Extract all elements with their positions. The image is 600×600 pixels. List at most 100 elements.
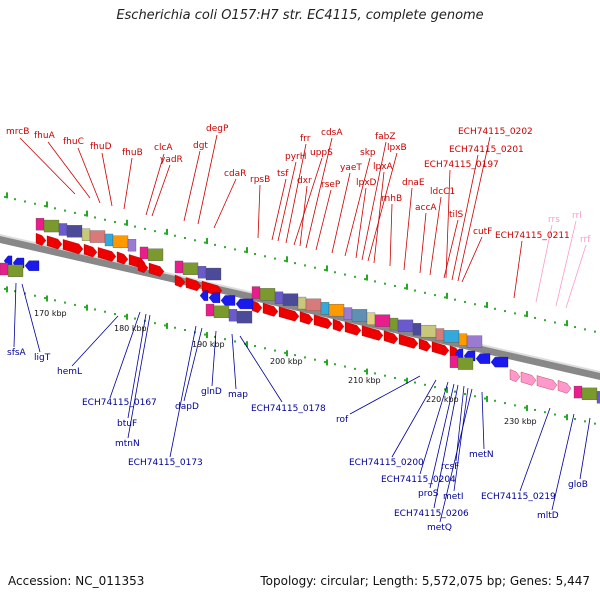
- guide-dot: [444, 296, 446, 299]
- gene-label[interactable]: ECH74115_0204: [381, 475, 456, 485]
- gene-label[interactable]: cdaR: [224, 169, 246, 179]
- gene-label[interactable]: cutF: [473, 227, 492, 237]
- gene-arrow: [431, 341, 450, 356]
- guide-dot: [594, 330, 596, 333]
- gene-label[interactable]: fhuC: [63, 137, 84, 147]
- gene-label[interactable]: ECH74115_0201: [449, 145, 524, 155]
- gene-label[interactable]: rnhB: [381, 194, 402, 204]
- rna-label[interactable]: rrf: [580, 235, 591, 245]
- gene-label[interactable]: frr: [300, 134, 311, 144]
- guide-dot: [434, 386, 436, 389]
- rna-label[interactable]: rrl: [572, 211, 582, 221]
- gene-label[interactable]: accA: [415, 203, 437, 213]
- gene-label[interactable]: ECH74115_0178: [251, 404, 326, 414]
- gene-label[interactable]: tsf: [277, 169, 289, 179]
- leader-line: [367, 152, 398, 262]
- gene-label[interactable]: fhuB: [122, 148, 143, 158]
- leader-line: [101, 152, 113, 207]
- gene-label[interactable]: lpxD: [356, 178, 377, 188]
- gene-label[interactable]: metQ: [427, 523, 452, 533]
- leader-line: [555, 220, 577, 307]
- gene-label[interactable]: rseP: [321, 180, 341, 190]
- gene-label[interactable]: ECH74115_0197: [424, 160, 499, 170]
- gene-label[interactable]: dxr: [297, 176, 312, 186]
- guide-dot: [354, 367, 356, 370]
- gene-label[interactable]: lpxB: [387, 143, 407, 153]
- gene-label[interactable]: uppS: [310, 148, 333, 158]
- gene-label[interactable]: ligT: [34, 353, 51, 363]
- leader-line: [433, 384, 459, 509]
- gene-label[interactable]: lpxA: [373, 162, 394, 172]
- gene-label[interactable]: ECH74115_0206: [394, 509, 469, 519]
- scale-tick-label: 170 kbp: [34, 309, 67, 318]
- gene-label[interactable]: yadR: [160, 155, 183, 165]
- gene-label[interactable]: ECH74115_0219: [481, 492, 556, 502]
- label-leader-lines: [13, 134, 591, 523]
- gene-label[interactable]: dnaE: [402, 178, 425, 188]
- gene-label[interactable]: ECH74115_0200: [349, 458, 424, 468]
- guide-dot: [494, 307, 496, 310]
- guide-dot: [134, 225, 136, 228]
- gene-label[interactable]: ECH74115_0167: [82, 398, 157, 408]
- gene-arrow: [83, 243, 98, 258]
- gene-label[interactable]: mtnN: [115, 439, 140, 449]
- guide-dot: [594, 422, 596, 425]
- gene-label[interactable]: rpsB: [250, 175, 270, 185]
- gene-box: [139, 246, 149, 260]
- guide-dot: [134, 317, 136, 320]
- guide-dot: [344, 273, 346, 276]
- guide-dot: [214, 243, 216, 246]
- gene-label[interactable]: mrcB: [6, 127, 29, 137]
- gene-label[interactable]: hemL: [57, 367, 82, 377]
- guide-dot: [404, 287, 406, 290]
- guide-dot: [564, 323, 566, 326]
- gene-label[interactable]: metI: [443, 492, 464, 502]
- rna-label[interactable]: rrs: [548, 215, 560, 225]
- guide-dot: [384, 374, 386, 377]
- scale-tick-label: 210 kbp: [348, 376, 381, 385]
- gene-label[interactable]: rof: [336, 415, 349, 425]
- guide-dot: [484, 305, 486, 308]
- gene-label[interactable]: dgt: [193, 141, 208, 151]
- gene-label[interactable]: dapD: [175, 402, 199, 412]
- gene-label[interactable]: fhuA: [34, 131, 56, 141]
- leader-line: [361, 141, 387, 261]
- leader-line: [403, 187, 413, 271]
- gene-label[interactable]: mltD: [537, 511, 559, 521]
- gene-label[interactable]: proS: [418, 489, 439, 499]
- gene-label[interactable]: btuF: [117, 419, 137, 429]
- scale-tick-label: 190 kbp: [192, 340, 225, 349]
- guide-dot: [274, 349, 276, 352]
- gene-label[interactable]: clcA: [154, 143, 173, 153]
- gene-label[interactable]: ECH74115_0202: [458, 127, 533, 137]
- guide-dot: [124, 315, 126, 318]
- gene-label[interactable]: metN: [469, 450, 494, 460]
- gene-box: [147, 248, 164, 261]
- gene-label[interactable]: skp: [360, 148, 376, 158]
- guide-tick: [406, 283, 408, 290]
- gene-box: [89, 230, 106, 243]
- guide-dot: [414, 381, 416, 384]
- gene-label[interactable]: degP: [206, 124, 229, 134]
- leader-line: [344, 157, 371, 257]
- gene-label[interactable]: rcsF: [441, 462, 459, 472]
- guide-dot: [554, 321, 556, 324]
- guide-dot: [204, 333, 206, 336]
- gene-label[interactable]: ECH74115_0173: [128, 458, 203, 468]
- guide-dot: [34, 294, 36, 297]
- gene-label[interactable]: gloB: [568, 480, 588, 490]
- gene-label[interactable]: cdsA: [321, 128, 343, 138]
- gene-label[interactable]: map: [228, 390, 248, 400]
- gene-label[interactable]: yaeT: [340, 163, 362, 173]
- gene-label[interactable]: fhuD: [90, 142, 112, 152]
- gene-label[interactable]: ldcC1: [430, 187, 455, 197]
- gene-label[interactable]: ECH74115_0211: [495, 231, 570, 241]
- gene-label[interactable]: tilS: [449, 210, 464, 220]
- gene-label[interactable]: fabZ: [375, 132, 396, 142]
- gene-label[interactable]: pyrH: [285, 152, 307, 162]
- gene-label[interactable]: glnD: [201, 387, 222, 397]
- gene-arrow: [344, 321, 362, 336]
- gene-box: [449, 355, 459, 368]
- gene-label[interactable]: sfsA: [7, 348, 27, 358]
- guide-dot: [144, 227, 146, 230]
